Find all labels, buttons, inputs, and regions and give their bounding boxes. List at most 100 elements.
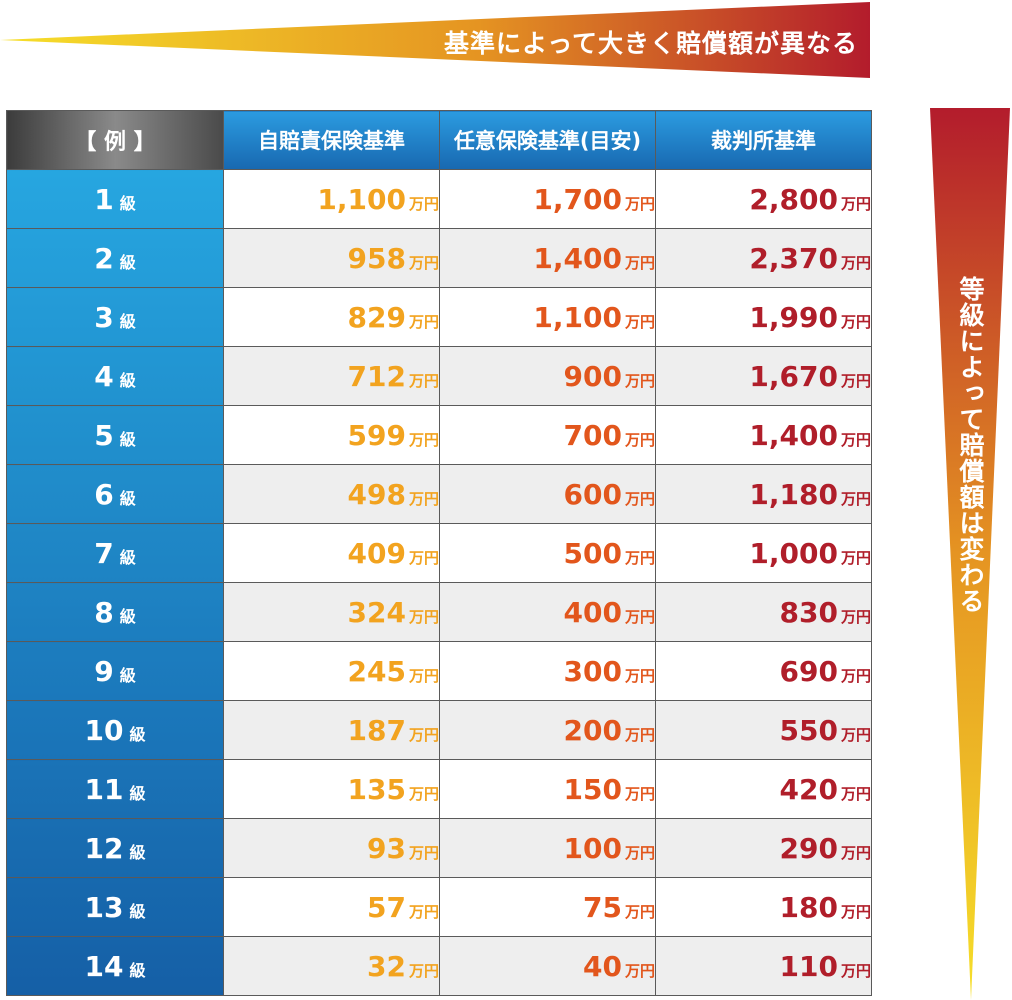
unit-label: 万円 — [840, 371, 871, 390]
unit-label: 万円 — [624, 843, 655, 862]
jibaiseki-cell: 32 万円 — [223, 936, 440, 996]
table-row: 13 級 57 万円 75 万円 180 万円 — [6, 877, 872, 937]
grade-cell: 10 級 — [6, 700, 224, 760]
saibansho-value: 830 — [779, 595, 838, 629]
nini-value: 100 — [563, 831, 622, 865]
jibaiseki-cell: 958 万円 — [223, 228, 440, 288]
unit-label: 万円 — [624, 725, 655, 744]
grade-suffix: 級 — [119, 311, 136, 331]
grade-suffix: 級 — [129, 783, 146, 803]
grade-number: 8 — [94, 595, 114, 629]
grade-number: 10 — [84, 713, 124, 747]
jibaiseki-value: 712 — [347, 359, 406, 393]
table-row: 9 級 245 万円 300 万円 690 万円 — [6, 641, 872, 701]
jibaiseki-value: 32 — [367, 949, 406, 983]
nini-cell: 100 万円 — [439, 818, 656, 878]
header-saibansho: 裁判所基準 — [655, 110, 872, 170]
saibansho-value: 690 — [779, 654, 838, 688]
saibansho-cell: 1,670 万円 — [655, 346, 872, 406]
jibaiseki-value: 324 — [347, 595, 406, 629]
saibansho-value: 2,800 — [749, 182, 838, 216]
grade-suffix: 級 — [119, 429, 136, 449]
unit-label: 万円 — [840, 961, 871, 980]
nini-cell: 900 万円 — [439, 346, 656, 406]
saibansho-value: 1,000 — [749, 536, 838, 570]
saibansho-value: 290 — [779, 831, 838, 865]
unit-label: 万円 — [840, 725, 871, 744]
jibaiseki-value: 57 — [367, 890, 406, 924]
grade-suffix: 級 — [119, 252, 136, 272]
jibaiseki-value: 829 — [347, 300, 406, 334]
nini-cell: 300 万円 — [439, 641, 656, 701]
grade-number: 3 — [94, 300, 114, 334]
unit-label: 万円 — [408, 666, 439, 685]
saibansho-cell: 2,370 万円 — [655, 228, 872, 288]
compensation-table: 【 例 】 自賠責保険基準 任意保険基準(目安) 裁判所基準 1 級 1,100 万円… — [6, 110, 872, 996]
grade-suffix: 級 — [119, 547, 136, 567]
saibansho-cell: 1,990 万円 — [655, 287, 872, 347]
grade-number: 9 — [94, 654, 114, 688]
nini-cell: 150 万円 — [439, 759, 656, 819]
table-row: 2 級 958 万円 1,400 万円 2,370 万円 — [6, 228, 872, 288]
unit-label: 万円 — [624, 489, 655, 508]
nini-cell: 200 万円 — [439, 700, 656, 760]
grade-suffix: 級 — [119, 488, 136, 508]
unit-label: 万円 — [408, 548, 439, 567]
grade-number: 14 — [84, 949, 124, 983]
grade-number: 11 — [84, 772, 124, 806]
saibansho-value: 180 — [779, 890, 838, 924]
table-row: 6 級 498 万円 600 万円 1,180 万円 — [6, 464, 872, 524]
grade-suffix: 級 — [129, 901, 146, 921]
side-wedge-shape — [930, 108, 1010, 1000]
unit-label: 万円 — [408, 489, 439, 508]
nini-cell: 500 万円 — [439, 523, 656, 583]
table-row: 3 級 829 万円 1,100 万円 1,990 万円 — [6, 287, 872, 347]
saibansho-cell: 1,000 万円 — [655, 523, 872, 583]
grade-suffix: 級 — [119, 665, 136, 685]
header-jibaiseki: 自賠責保険基準 — [223, 110, 440, 170]
nini-value: 400 — [563, 595, 622, 629]
nini-value: 1,700 — [533, 182, 622, 216]
saibansho-value: 550 — [779, 713, 838, 747]
saibansho-cell: 830 万円 — [655, 582, 872, 642]
jibaiseki-cell: 498 万円 — [223, 464, 440, 524]
grade-suffix: 級 — [129, 842, 146, 862]
unit-label: 万円 — [840, 784, 871, 803]
unit-label: 万円 — [840, 548, 871, 567]
unit-label: 万円 — [840, 902, 871, 921]
nini-value: 200 — [563, 713, 622, 747]
table-row: 11 級 135 万円 150 万円 420 万円 — [6, 759, 872, 819]
unit-label: 万円 — [408, 902, 439, 921]
jibaiseki-value: 187 — [347, 713, 406, 747]
saibansho-cell: 690 万円 — [655, 641, 872, 701]
jibaiseki-cell: 1,100 万円 — [223, 169, 440, 229]
saibansho-value: 2,370 — [749, 241, 838, 275]
saibansho-cell: 180 万円 — [655, 877, 872, 937]
unit-label: 万円 — [840, 843, 871, 862]
grade-suffix: 級 — [119, 193, 136, 213]
grade-number: 7 — [94, 536, 114, 570]
nini-value: 40 — [583, 949, 622, 983]
unit-label: 万円 — [840, 430, 871, 449]
top-banner-text: 基準によって大きく賠償額が異なる — [443, 29, 858, 58]
jibaiseki-value: 93 — [367, 831, 406, 865]
unit-label: 万円 — [408, 253, 439, 272]
jibaiseki-cell: 409 万円 — [223, 523, 440, 583]
unit-label: 万円 — [624, 371, 655, 390]
saibansho-value: 420 — [779, 772, 838, 806]
table-row: 14 級 32 万円 40 万円 110 万円 — [6, 936, 872, 996]
saibansho-value: 1,990 — [749, 300, 838, 334]
nini-cell: 1,700 万円 — [439, 169, 656, 229]
unit-label: 万円 — [624, 548, 655, 567]
table-row: 4 級 712 万円 900 万円 1,670 万円 — [6, 346, 872, 406]
nini-cell: 400 万円 — [439, 582, 656, 642]
nini-value: 150 — [563, 772, 622, 806]
unit-label: 万円 — [408, 607, 439, 626]
nini-cell: 1,100 万円 — [439, 287, 656, 347]
nini-value: 1,400 — [533, 241, 622, 275]
top-wedge-shape — [0, 2, 870, 78]
